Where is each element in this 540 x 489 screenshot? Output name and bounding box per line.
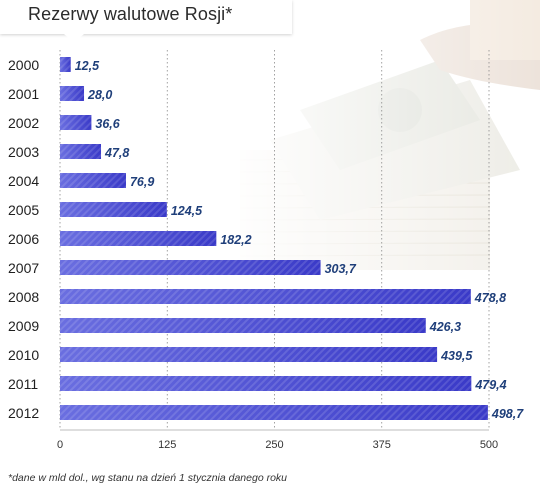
footnote: *dane w mld dol., wg stanu na dzień 1 st… bbox=[8, 472, 288, 484]
bars bbox=[60, 57, 488, 420]
value-label: 76,9 bbox=[130, 175, 154, 189]
title-pointer bbox=[64, 34, 84, 43]
category-label: 2010 bbox=[8, 347, 39, 363]
bar-hatch bbox=[60, 231, 217, 246]
bar-hatch bbox=[60, 405, 488, 420]
x-tick-label: 250 bbox=[265, 439, 283, 451]
bar-hatch bbox=[60, 57, 71, 72]
value-label: 439,5 bbox=[440, 349, 473, 363]
value-label: 498,7 bbox=[491, 407, 524, 421]
value-label: 479,4 bbox=[474, 378, 506, 392]
category-label: 2004 bbox=[8, 173, 39, 189]
value-label: 124,5 bbox=[171, 204, 203, 218]
value-labels: 12,5 28,0 36,6 47,8 76,9 124,5 182,2 303,7 478,8… bbox=[75, 59, 524, 421]
bar-hatch bbox=[60, 144, 102, 159]
category-label: 2012 bbox=[8, 405, 39, 421]
category-label: 2003 bbox=[8, 144, 39, 160]
value-label: 182,2 bbox=[220, 233, 251, 247]
bar-hatch bbox=[60, 173, 126, 188]
bar-hatch bbox=[60, 202, 167, 217]
category-label: 2002 bbox=[8, 115, 39, 131]
value-label: 47,8 bbox=[104, 146, 129, 160]
bar-hatch bbox=[60, 289, 471, 304]
value-label: 478,8 bbox=[474, 291, 506, 305]
category-label: 2006 bbox=[8, 231, 39, 247]
bar-hatch bbox=[60, 260, 321, 275]
category-label: 2007 bbox=[8, 260, 39, 276]
bar-hatch bbox=[60, 115, 92, 130]
chart-title-box: Rezerwy walutowe Rosji* bbox=[0, 0, 292, 34]
value-label: 36,6 bbox=[95, 117, 120, 131]
category-label: 2008 bbox=[8, 289, 39, 305]
x-tick-label: 0 bbox=[57, 439, 63, 451]
bar-hatch bbox=[60, 318, 426, 333]
category-labels: 2000 2001 2002 2003 2004 2005 2006 2007 2008 2009… bbox=[8, 57, 39, 421]
category-label: 2001 bbox=[8, 86, 39, 102]
value-label: 426,3 bbox=[429, 320, 461, 334]
chart-title: Rezerwy walutowe Rosji* bbox=[28, 4, 233, 24]
gridlines bbox=[59, 50, 490, 431]
value-label: 12,5 bbox=[75, 59, 100, 73]
category-label: 2009 bbox=[8, 318, 39, 334]
category-label: 2005 bbox=[8, 202, 39, 218]
x-tick-label: 125 bbox=[158, 439, 176, 451]
category-label: 2000 bbox=[8, 57, 39, 73]
value-label: 303,7 bbox=[325, 262, 357, 276]
bar-hatch bbox=[60, 86, 85, 101]
value-label: 28,0 bbox=[87, 88, 112, 102]
x-tick-label: 500 bbox=[480, 439, 498, 451]
category-label: 2011 bbox=[8, 376, 38, 392]
bar-hatch bbox=[60, 376, 472, 391]
x-tick-label: 375 bbox=[373, 439, 391, 451]
bar-hatch bbox=[60, 347, 438, 362]
x-axis-ticks: 0 125 250 375 500 bbox=[57, 439, 498, 451]
